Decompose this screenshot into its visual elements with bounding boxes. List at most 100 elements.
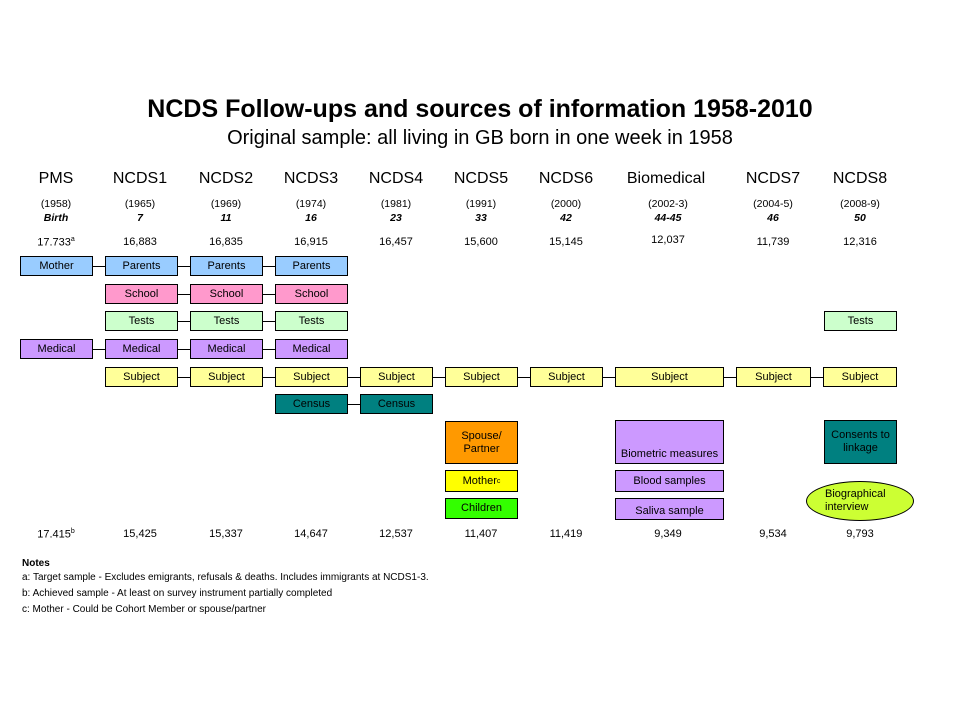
col-year-biomedical: (2002-3) [648, 198, 688, 210]
target-count-biomedical: 12,037 [651, 234, 685, 246]
col-head-ncds3: NCDS3 [283, 170, 339, 187]
box-parents-ncds1: Parents [105, 256, 178, 276]
target-count-ncds5: 15,600 [464, 236, 498, 248]
target-count-ncds1: 16,883 [123, 236, 157, 248]
box-spouse-partner-ncds5: Spouse/ Partner [445, 421, 518, 464]
box-census-ncds3: Census [275, 394, 348, 414]
box-subject-ncds1: Subject [105, 367, 178, 387]
col-year-pms: (1958) [40, 198, 72, 210]
box-tests-ncds1: Tests [105, 311, 178, 331]
box-parents-ncds3: Parents [275, 256, 348, 276]
col-age-ncds7: 46 [767, 212, 779, 224]
box-consents-to-linkage: Consents to linkage [824, 420, 897, 464]
connector-line [263, 377, 275, 378]
box-subject-biomedical: Subject [615, 367, 724, 387]
connector-line [518, 377, 530, 378]
col-age-ncds5: 33 [475, 212, 487, 224]
target-count-ncds8: 12,316 [843, 236, 877, 248]
target-count-ncds6: 15,145 [549, 236, 583, 248]
box-mother-ncds5: Mother c [445, 470, 518, 492]
box-saliva-sample: Saliva sample [615, 498, 724, 520]
col-age-biomedical: 44-45 [654, 212, 682, 224]
box-census-ncds4: Census [360, 394, 433, 414]
connector-line [724, 377, 736, 378]
target-count-ncds2: 16,835 [209, 236, 243, 248]
col-age-ncds3: 16 [305, 212, 317, 224]
col-head-pms: PMS [38, 170, 74, 187]
col-age-ncds6: 42 [560, 212, 572, 224]
box-subject-ncds8: Subject [823, 367, 897, 387]
box-subject-ncds4: Subject [360, 367, 433, 387]
box-mother-pms: Mother [20, 256, 93, 276]
target-count-ncds3: 16,915 [294, 236, 328, 248]
note-c: c: Mother - Could be Cohort Member or sp… [22, 604, 266, 615]
target-count-ncds7: 11,739 [756, 236, 790, 248]
box-subject-ncds6: Subject [530, 367, 603, 387]
connector-line [603, 377, 615, 378]
connector-line [178, 294, 190, 295]
connector-line [263, 349, 275, 350]
connector-line [348, 404, 360, 405]
target-count-pms: 17.733a [37, 236, 75, 249]
achieved-count-ncds7: 9,534 [759, 528, 787, 540]
note-a: a: Target sample - Excludes emigrants, r… [22, 572, 429, 583]
achieved-count-ncds8: 9,793 [846, 528, 874, 540]
box-school-ncds2: School [190, 284, 263, 304]
box-medical-ncds3: Medical [275, 339, 348, 359]
col-year-ncds1: (1965) [124, 198, 156, 210]
connector-line [348, 377, 360, 378]
connector-line [178, 266, 190, 267]
box-blood-samples: Blood samples [615, 470, 724, 492]
col-year-ncds6: (2000) [550, 198, 582, 210]
achieved-count-biomedical: 9,349 [654, 528, 682, 540]
notes-heading: Notes [22, 558, 50, 569]
box-children-ncds5: Children [445, 498, 518, 519]
box-tests-ncds2: Tests [190, 311, 263, 331]
col-age-ncds1: 7 [137, 212, 143, 224]
col-head-ncds5: NCDS5 [453, 170, 509, 187]
achieved-count-ncds4: 12,537 [379, 528, 413, 540]
col-year-ncds5: (1991) [465, 198, 497, 210]
col-age-ncds4: 23 [390, 212, 402, 224]
box-subject-ncds3: Subject [275, 367, 348, 387]
diagram-title: NCDS Follow-ups and sources of informati… [147, 95, 813, 123]
col-year-ncds4: (1981) [380, 198, 412, 210]
connector-line [263, 294, 275, 295]
box-medical-ncds2: Medical [190, 339, 263, 359]
box-subject-ncds7: Subject [736, 367, 811, 387]
box-parents-ncds2: Parents [190, 256, 263, 276]
achieved-count-pms: 17.415b [37, 528, 75, 541]
connector-line [178, 321, 190, 322]
box-subject-ncds2: Subject [190, 367, 263, 387]
connector-line [93, 349, 105, 350]
col-age-pms: Birth [43, 212, 69, 224]
col-head-biomedical: Biomedical [626, 170, 706, 187]
col-year-ncds8: (2008-9) [840, 198, 880, 210]
col-head-ncds4: NCDS4 [368, 170, 424, 187]
target-count-ncds4: 16,457 [379, 236, 413, 248]
connector-line [433, 377, 445, 378]
col-head-ncds7: NCDS7 [745, 170, 801, 187]
box-tests-ncds8: Tests [824, 311, 897, 331]
connector-line [811, 377, 823, 378]
col-year-ncds3: (1974) [295, 198, 327, 210]
box-medical-pms: Medical [20, 339, 93, 359]
col-head-ncds1: NCDS1 [112, 170, 168, 187]
achieved-count-ncds3: 14,647 [294, 528, 328, 540]
box-tests-ncds3: Tests [275, 311, 348, 331]
box-school-ncds3: School [275, 284, 348, 304]
connector-line [93, 266, 105, 267]
achieved-count-ncds2: 15,337 [209, 528, 243, 540]
box-biometric-measures: Biometric measures [615, 420, 724, 464]
col-age-ncds8: 50 [854, 212, 866, 224]
achieved-count-ncds6: 11,419 [549, 528, 583, 540]
connector-line [263, 266, 275, 267]
col-head-ncds2: NCDS2 [198, 170, 254, 187]
achieved-count-ncds5: 11,407 [464, 528, 498, 540]
connector-line [263, 321, 275, 322]
ellipse-biographical-interview: Biographical interview [806, 481, 914, 521]
connector-line [178, 349, 190, 350]
achieved-count-ncds1: 15,425 [123, 528, 157, 540]
note-b: b: Achieved sample - At least on survey … [22, 588, 333, 599]
col-year-ncds7: (2004-5) [753, 198, 793, 210]
